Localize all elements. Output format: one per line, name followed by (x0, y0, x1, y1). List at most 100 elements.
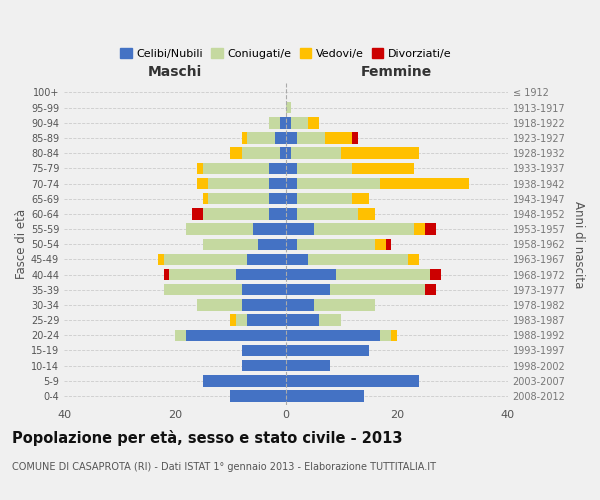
Bar (203, 238, 258, 250)
Bar (164, 269, 169, 280)
Bar (280, 117, 286, 128)
Text: COMUNE DI CASAPROTA (RI) - Dati ISTAT 1° gennaio 2013 - Elaborazione TUTTITALIA.: COMUNE DI CASAPROTA (RI) - Dati ISTAT 1°… (12, 462, 436, 472)
Bar (258, 238, 286, 250)
Bar (297, 162, 352, 174)
Bar (286, 117, 292, 128)
Bar (280, 148, 286, 159)
Bar (253, 224, 286, 235)
Bar (247, 132, 275, 143)
Bar (325, 132, 352, 143)
Bar (286, 162, 297, 174)
Bar (430, 269, 441, 280)
Bar (169, 269, 236, 280)
Bar (286, 269, 336, 280)
Bar (425, 284, 436, 296)
Bar (408, 254, 419, 265)
Y-axis label: Fasce di età: Fasce di età (15, 209, 28, 280)
Bar (286, 208, 297, 220)
Text: Maschi: Maschi (148, 65, 202, 79)
Bar (197, 300, 242, 310)
Bar (186, 330, 286, 341)
Legend: Celibi/Nubili, Coniugati/e, Vedovi/e, Divorziati/e: Celibi/Nubili, Coniugati/e, Vedovi/e, Di… (116, 44, 456, 63)
Bar (380, 178, 469, 189)
Text: Femmine: Femmine (361, 65, 433, 79)
Bar (314, 224, 413, 235)
Bar (175, 330, 186, 341)
Bar (286, 238, 297, 250)
Bar (292, 117, 308, 128)
Bar (297, 208, 358, 220)
Bar (269, 162, 286, 174)
Bar (230, 314, 236, 326)
Bar (391, 330, 397, 341)
Bar (319, 314, 341, 326)
Bar (286, 345, 369, 356)
Bar (314, 300, 374, 310)
Bar (386, 238, 391, 250)
Bar (286, 360, 330, 372)
Bar (358, 208, 374, 220)
Bar (292, 148, 341, 159)
Bar (330, 284, 425, 296)
Bar (286, 178, 297, 189)
Bar (336, 269, 430, 280)
Bar (374, 238, 386, 250)
Bar (269, 193, 286, 204)
Bar (203, 375, 286, 386)
Bar (286, 314, 319, 326)
Bar (297, 178, 380, 189)
Bar (413, 224, 425, 235)
Bar (286, 254, 308, 265)
Bar (286, 132, 297, 143)
Bar (186, 224, 253, 235)
Bar (352, 193, 369, 204)
Bar (191, 208, 203, 220)
Bar (242, 284, 286, 296)
Bar (208, 178, 269, 189)
Bar (352, 162, 413, 174)
Y-axis label: Anni di nascita: Anni di nascita (572, 200, 585, 288)
Bar (286, 300, 314, 310)
Bar (286, 102, 292, 114)
Bar (230, 390, 286, 402)
Bar (236, 269, 286, 280)
Bar (164, 284, 242, 296)
Bar (197, 162, 203, 174)
Bar (297, 132, 325, 143)
Bar (352, 132, 358, 143)
Bar (236, 314, 247, 326)
Bar (242, 148, 280, 159)
Bar (203, 193, 208, 204)
Text: Popolazione per età, sesso e stato civile - 2013: Popolazione per età, sesso e stato civil… (12, 430, 403, 446)
Bar (286, 193, 297, 204)
Bar (247, 314, 286, 326)
Bar (286, 224, 314, 235)
Bar (242, 300, 286, 310)
Bar (425, 224, 436, 235)
Bar (286, 375, 419, 386)
Bar (297, 238, 374, 250)
Bar (275, 132, 286, 143)
Bar (286, 148, 292, 159)
Bar (286, 390, 364, 402)
Bar (230, 148, 242, 159)
Bar (242, 360, 286, 372)
Bar (297, 193, 352, 204)
Bar (269, 178, 286, 189)
Bar (242, 132, 247, 143)
Bar (269, 117, 280, 128)
Bar (269, 208, 286, 220)
Bar (208, 193, 269, 204)
Bar (286, 330, 380, 341)
Bar (242, 345, 286, 356)
Bar (308, 117, 319, 128)
Bar (380, 330, 391, 341)
Bar (203, 162, 269, 174)
Bar (247, 254, 286, 265)
Bar (203, 208, 269, 220)
Bar (197, 178, 208, 189)
Bar (308, 254, 408, 265)
Bar (164, 254, 247, 265)
Bar (158, 254, 164, 265)
Bar (341, 148, 419, 159)
